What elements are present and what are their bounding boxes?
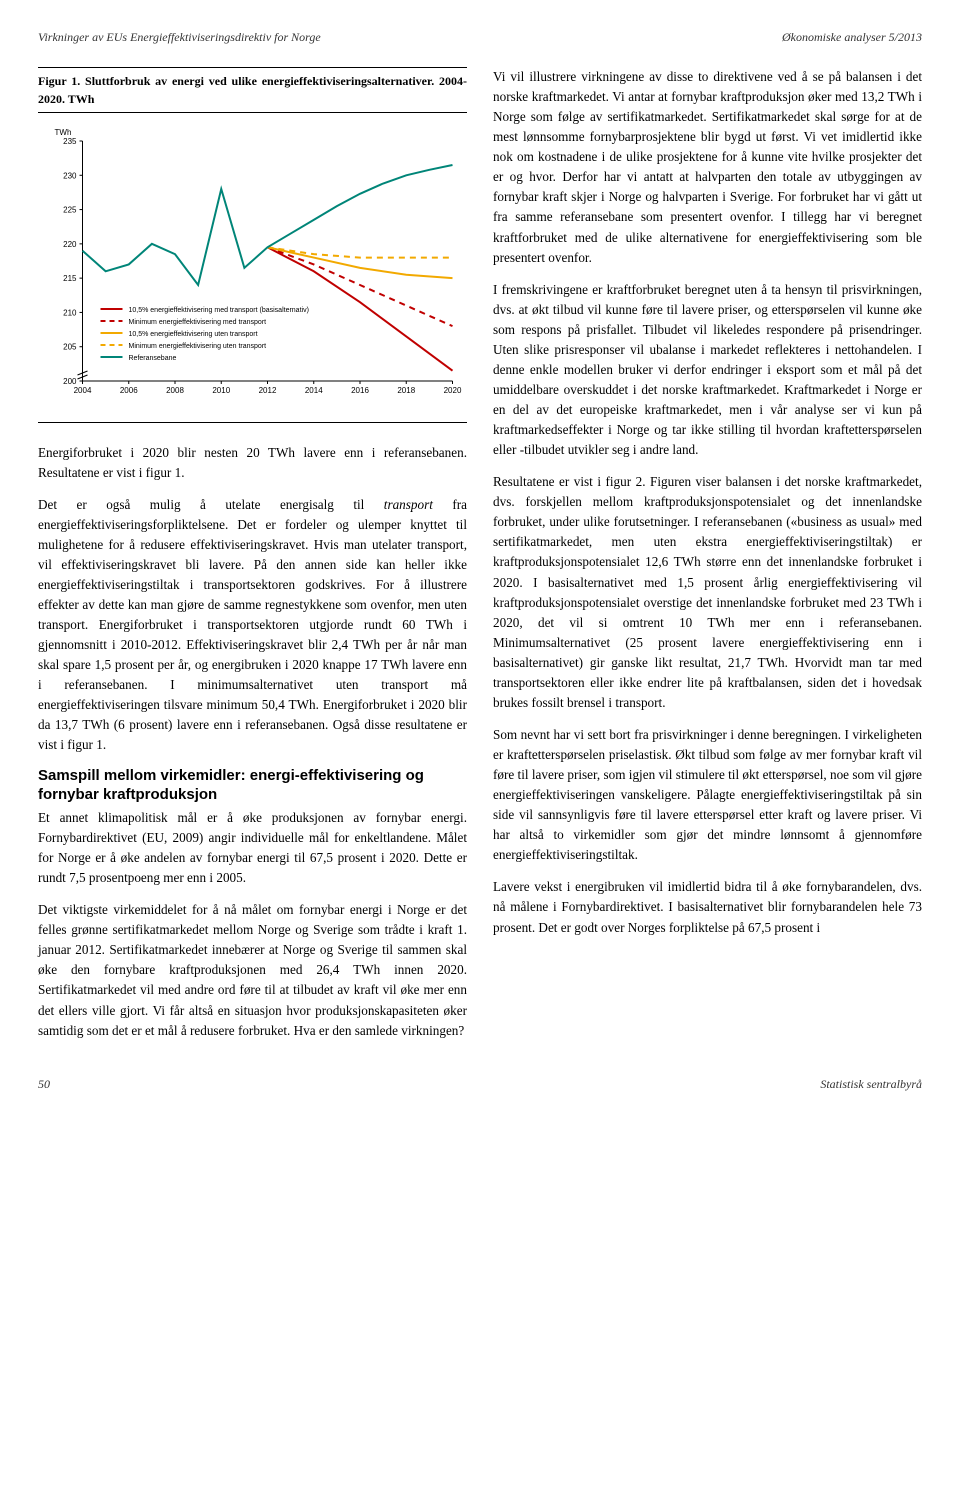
svg-text:2016: 2016 <box>351 386 369 395</box>
svg-text:TWh: TWh <box>55 128 72 137</box>
figure-title: Figur 1. Sluttforbruk av energi ved ulik… <box>38 67 467 113</box>
content-columns: Figur 1. Sluttforbruk av energi ved ulik… <box>38 67 922 1053</box>
svg-text:215: 215 <box>63 275 77 284</box>
svg-text:220: 220 <box>63 240 77 249</box>
text-span: Det er også mulig å utelate energisalg t… <box>38 497 384 512</box>
svg-text:10,5% energieffektivisering me: 10,5% energieffektivisering med transpor… <box>129 307 309 314</box>
svg-text:235: 235 <box>63 137 77 146</box>
paragraph: I fremskrivingene er kraftforbruket bere… <box>493 280 922 461</box>
figure-1-chart: TWh 200 205 210 215 220 225 230 235 2004 2006 2008 2… <box>38 123 467 403</box>
svg-text:Referansebane: Referansebane <box>129 355 177 362</box>
paragraph: Et annet klimapolitisk mål er å øke prod… <box>38 808 467 888</box>
paragraph: Resultatene er vist i figur 2. Figuren v… <box>493 472 922 713</box>
header-right: Økonomiske analyser 5/2013 <box>782 30 922 45</box>
svg-text:2010: 2010 <box>212 386 230 395</box>
text-span: fra energieffektiviseringsforpliktelsene… <box>38 497 467 753</box>
svg-text:2008: 2008 <box>166 386 184 395</box>
svg-text:Minimum energieffektivisering: Minimum energieffektivisering med transp… <box>129 319 267 326</box>
paragraph: Lavere vekst i energibruken vil imidlert… <box>493 877 922 937</box>
italic-term: transport <box>384 497 433 512</box>
publisher: Statistisk sentralbyrå <box>820 1077 922 1092</box>
svg-text:10,5% energieffektivisering ut: 10,5% energieffektivisering uten transpo… <box>129 331 258 338</box>
page-number: 50 <box>38 1077 50 1092</box>
svg-text:200: 200 <box>63 377 77 386</box>
right-column: Vi vil illustrere virkningene av disse t… <box>493 67 922 1053</box>
paragraph: Energiforbruket i 2020 blir nesten 20 TW… <box>38 443 467 483</box>
paragraph: Det er også mulig å utelate energisalg t… <box>38 495 467 756</box>
section-heading: Samspill mellom virkemidler: energi-effe… <box>38 767 467 805</box>
paragraph: Det viktigste virkemiddelet for å nå mål… <box>38 900 467 1040</box>
svg-text:2012: 2012 <box>259 386 277 395</box>
svg-text:2004: 2004 <box>74 386 92 395</box>
svg-text:205: 205 <box>63 343 77 352</box>
paragraph: Som nevnt har vi sett bort fra prisvirkn… <box>493 725 922 865</box>
svg-text:2006: 2006 <box>120 386 138 395</box>
svg-text:2018: 2018 <box>397 386 415 395</box>
figure-1: Figur 1. Sluttforbruk av energi ved ulik… <box>38 67 467 423</box>
svg-text:230: 230 <box>63 172 77 181</box>
svg-text:Minimum energieffektivisering: Minimum energieffektivisering uten trans… <box>129 343 267 350</box>
svg-text:225: 225 <box>63 206 77 215</box>
page-header: Virkninger av EUs Energieffektiviserings… <box>38 30 922 45</box>
svg-text:2020: 2020 <box>444 386 462 395</box>
paragraph: Vi vil illustrere virkningene av disse t… <box>493 67 922 268</box>
svg-text:2014: 2014 <box>305 386 323 395</box>
page-footer: 50 Statistisk sentralbyrå <box>38 1077 922 1092</box>
left-column: Figur 1. Sluttforbruk av energi ved ulik… <box>38 67 467 1053</box>
header-left: Virkninger av EUs Energieffektiviserings… <box>38 30 321 45</box>
svg-text:210: 210 <box>63 309 77 318</box>
